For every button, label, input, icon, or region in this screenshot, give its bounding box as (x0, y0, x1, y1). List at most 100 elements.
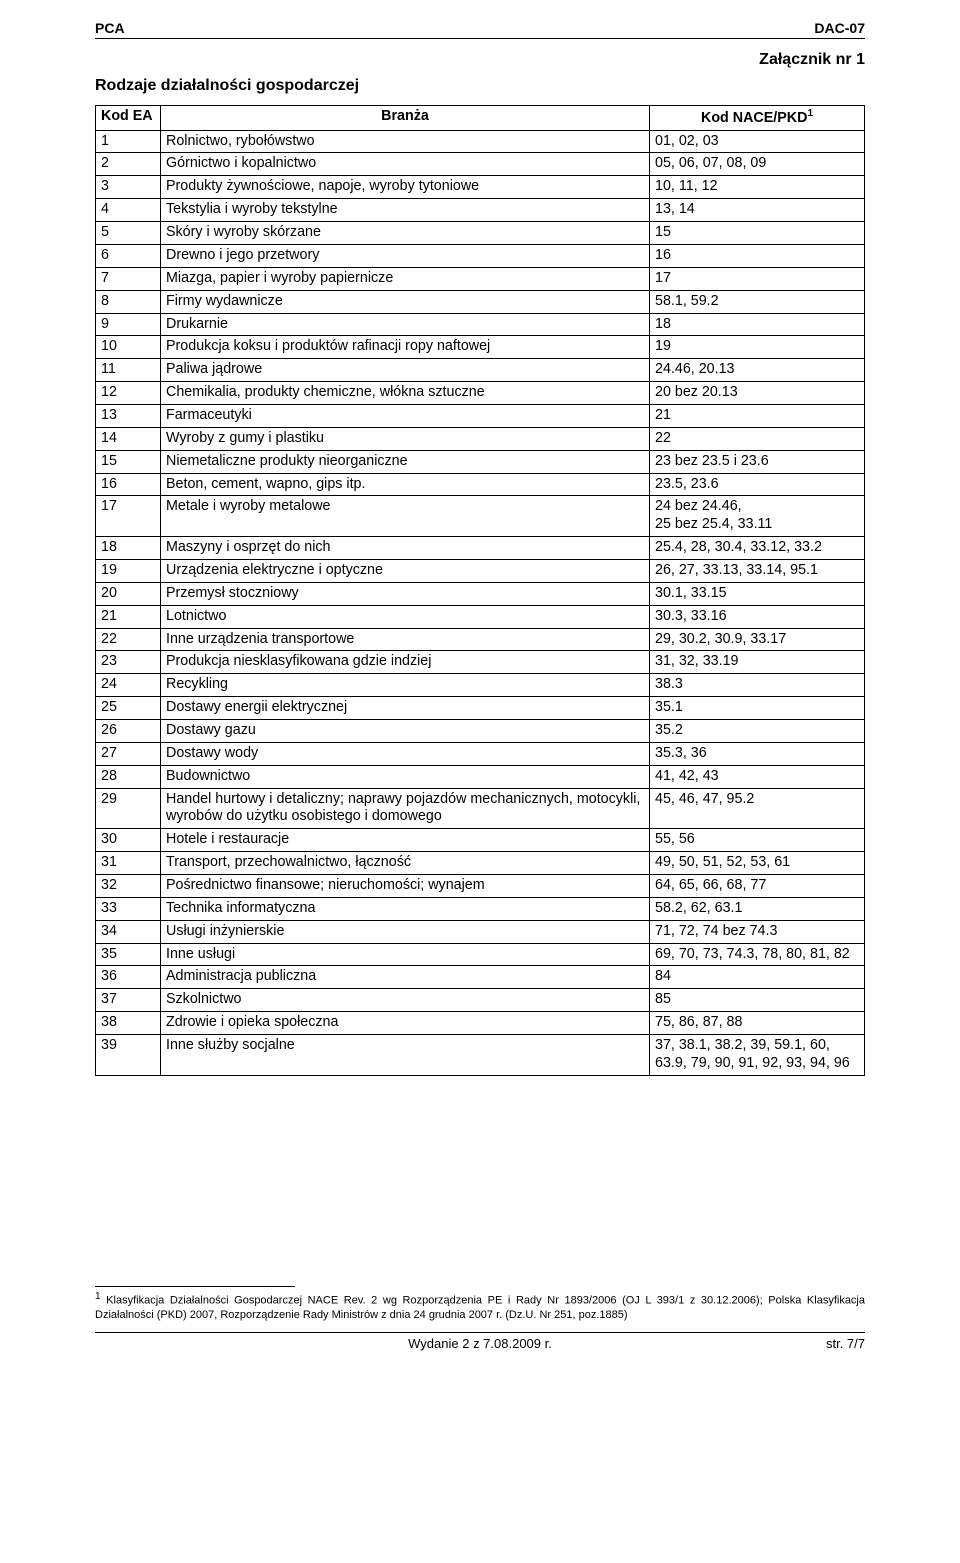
table-row: 31Transport, przechowalnictwo, łączność4… (96, 852, 865, 875)
col-header-nace-text: Kod NACE/PKD (701, 110, 807, 126)
table-row: 6Drewno i jego przetwory16 (96, 244, 865, 267)
cell-nace: 41, 42, 43 (650, 765, 865, 788)
cell-nace: 35.3, 36 (650, 742, 865, 765)
cell-branch: Rolnictwo, rybołówstwo (161, 130, 650, 153)
table-row: 1Rolnictwo, rybołówstwo01, 02, 03 (96, 130, 865, 153)
table-row: 24Recykling38.3 (96, 674, 865, 697)
cell-branch: Chemikalia, produkty chemiczne, włókna s… (161, 382, 650, 405)
cell-branch: Skóry i wyroby skórzane (161, 222, 650, 245)
cell-branch: Administracja publiczna (161, 966, 650, 989)
cell-branch: Produkty żywnościowe, napoje, wyroby tyt… (161, 176, 650, 199)
table-row: 11Paliwa jądrowe24.46, 20.13 (96, 359, 865, 382)
page-footer: Wydanie 2 z 7.08.2009 r. str. 7/7 (95, 1332, 865, 1351)
cell-branch: Inne służby socjalne (161, 1035, 650, 1076)
table-row: 8Firmy wydawnicze58.1, 59.2 (96, 290, 865, 313)
cell-nace: 13, 14 (650, 199, 865, 222)
cell-nace: 24.46, 20.13 (650, 359, 865, 382)
cell-code: 16 (96, 473, 161, 496)
cell-code: 8 (96, 290, 161, 313)
cell-nace: 69, 70, 73, 74.3, 78, 80, 81, 82 (650, 943, 865, 966)
cell-code: 20 (96, 582, 161, 605)
cell-nace: 01, 02, 03 (650, 130, 865, 153)
cell-code: 1 (96, 130, 161, 153)
cell-nace: 26, 27, 33.13, 33.14, 95.1 (650, 559, 865, 582)
cell-code: 23 (96, 651, 161, 674)
cell-branch: Metale i wyroby metalowe (161, 496, 650, 537)
cell-branch: Drewno i jego przetwory (161, 244, 650, 267)
cell-branch: Niemetaliczne produkty nieorganiczne (161, 450, 650, 473)
cell-nace: 10, 11, 12 (650, 176, 865, 199)
cell-nace: 35.1 (650, 697, 865, 720)
cell-nace: 85 (650, 989, 865, 1012)
cell-branch: Miazga, papier i wyroby papiernicze (161, 267, 650, 290)
col-header-code: Kod EA (96, 106, 161, 131)
table-row: 32Pośrednictwo finansowe; nieruchomości;… (96, 874, 865, 897)
table-row: 13Farmaceutyki21 (96, 404, 865, 427)
cell-nace: 25.4, 28, 30.4, 33.12, 33.2 (650, 537, 865, 560)
cell-nace: 71, 72, 74 bez 74.3 (650, 920, 865, 943)
cell-nace: 58.1, 59.2 (650, 290, 865, 313)
cell-branch: Przemysł stoczniowy (161, 582, 650, 605)
cell-nace: 30.1, 33.15 (650, 582, 865, 605)
cell-nace: 29, 30.2, 30.9, 33.17 (650, 628, 865, 651)
page-header: PCA DAC-07 (95, 20, 865, 39)
cell-branch: Beton, cement, wapno, gips itp. (161, 473, 650, 496)
cell-nace: 84 (650, 966, 865, 989)
cell-code: 37 (96, 989, 161, 1012)
cell-nace: 38.3 (650, 674, 865, 697)
cell-code: 10 (96, 336, 161, 359)
cell-branch: Recykling (161, 674, 650, 697)
cell-nace: 75, 86, 87, 88 (650, 1012, 865, 1035)
cell-code: 36 (96, 966, 161, 989)
cell-nace: 31, 32, 33.19 (650, 651, 865, 674)
cell-nace: 18 (650, 313, 865, 336)
footnote-separator (95, 1286, 295, 1287)
cell-nace: 24 bez 24.46, 25 bez 25.4, 33.11 (650, 496, 865, 537)
table-row: 30Hotele i restauracje55, 56 (96, 829, 865, 852)
attachment-label: Załącznik nr 1 (95, 51, 865, 69)
cell-code: 13 (96, 404, 161, 427)
table-row: 28Budownictwo41, 42, 43 (96, 765, 865, 788)
cell-nace: 21 (650, 404, 865, 427)
cell-code: 24 (96, 674, 161, 697)
table-row: 18Maszyny i osprzęt do nich25.4, 28, 30.… (96, 537, 865, 560)
cell-nace: 05, 06, 07, 08, 09 (650, 153, 865, 176)
cell-branch: Zdrowie i opieka społeczna (161, 1012, 650, 1035)
cell-code: 33 (96, 897, 161, 920)
cell-code: 31 (96, 852, 161, 875)
branches-table: Kod EA Branża Kod NACE/PKD1 1Rolnictwo, … (95, 105, 865, 1076)
footnote-text: Klasyfikacja Działalności Gospodarczej N… (95, 1294, 865, 1320)
col-header-nace-sup: 1 (807, 108, 813, 119)
table-row: 12Chemikalia, produkty chemiczne, włókna… (96, 382, 865, 405)
table-row: 22Inne urządzenia transportowe29, 30.2, … (96, 628, 865, 651)
table-row: 21Lotnictwo30.3, 33.16 (96, 605, 865, 628)
footer-left (95, 1336, 352, 1351)
table-row: 26Dostawy gazu35.2 (96, 719, 865, 742)
cell-branch: Górnictwo i kopalnictwo (161, 153, 650, 176)
cell-code: 34 (96, 920, 161, 943)
cell-branch: Farmaceutyki (161, 404, 650, 427)
cell-code: 29 (96, 788, 161, 829)
cell-branch: Lotnictwo (161, 605, 650, 628)
table-row: 29Handel hurtowy i detaliczny; naprawy p… (96, 788, 865, 829)
cell-code: 12 (96, 382, 161, 405)
cell-nace: 22 (650, 427, 865, 450)
cell-branch: Hotele i restauracje (161, 829, 650, 852)
table-row: 10Produkcja koksu i produktów rafinacji … (96, 336, 865, 359)
table-row: 9Drukarnie18 (96, 313, 865, 336)
table-row: 38Zdrowie i opieka społeczna75, 86, 87, … (96, 1012, 865, 1035)
table-row: 19Urządzenia elektryczne i optyczne26, 2… (96, 559, 865, 582)
table-row: 37Szkolnictwo85 (96, 989, 865, 1012)
table-row: 5Skóry i wyroby skórzane15 (96, 222, 865, 245)
table-row: 17Metale i wyroby metalowe24 bez 24.46, … (96, 496, 865, 537)
cell-branch: Produkcja niesklasyfikowana gdzie indzie… (161, 651, 650, 674)
header-right: DAC-07 (814, 20, 865, 36)
table-row: 3Produkty żywnościowe, napoje, wyroby ty… (96, 176, 865, 199)
cell-nace: 64, 65, 66, 68, 77 (650, 874, 865, 897)
cell-branch: Handel hurtowy i detaliczny; naprawy poj… (161, 788, 650, 829)
table-row: 15Niemetaliczne produkty nieorganiczne23… (96, 450, 865, 473)
cell-branch: Inne urządzenia transportowe (161, 628, 650, 651)
cell-nace: 37, 38.1, 38.2, 39, 59.1, 60, 63.9, 79, … (650, 1035, 865, 1076)
cell-branch: Technika informatyczna (161, 897, 650, 920)
cell-branch: Szkolnictwo (161, 989, 650, 1012)
